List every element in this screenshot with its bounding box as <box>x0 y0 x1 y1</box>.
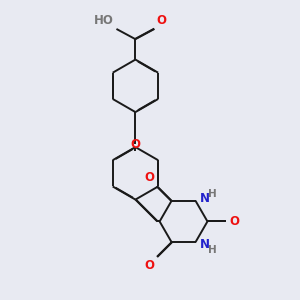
Text: HO: HO <box>94 14 114 27</box>
Text: N: N <box>200 192 210 205</box>
Text: O: O <box>145 259 155 272</box>
Text: H: H <box>208 189 217 199</box>
Text: O: O <box>130 138 140 151</box>
Text: N: N <box>200 238 210 251</box>
Text: O: O <box>157 14 167 27</box>
Text: O: O <box>145 171 155 184</box>
Text: O: O <box>229 215 239 228</box>
Text: H: H <box>208 245 217 255</box>
